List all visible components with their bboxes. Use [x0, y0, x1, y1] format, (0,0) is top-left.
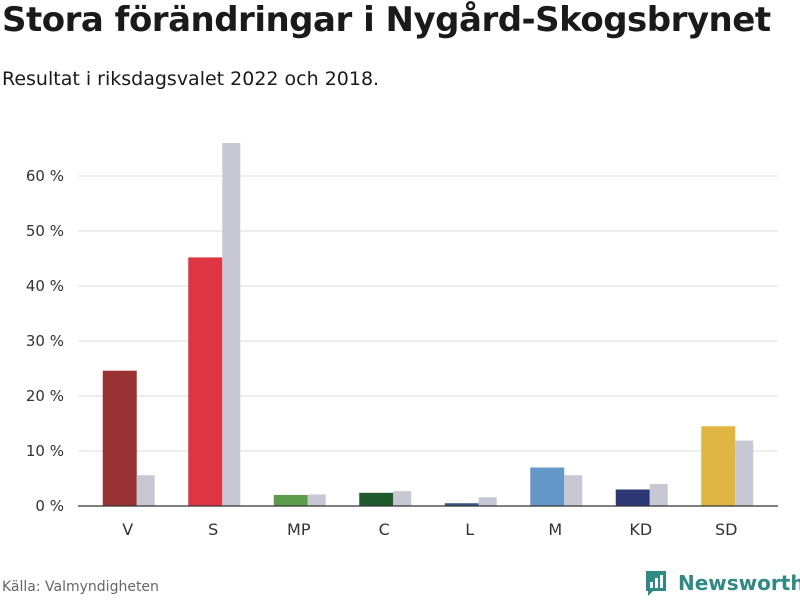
bar-2022-l — [444, 503, 479, 506]
x-category-label: KD — [629, 520, 652, 539]
bar-chart: 0 % 10 % 20 % 30 % 40 % 50 % 60 % V S MP C L M KD SD — [26, 143, 778, 539]
x-category-label: S — [208, 520, 218, 539]
bar-2022-sd — [701, 426, 736, 506]
bar-2018-kd — [649, 484, 668, 506]
brand-name: Newsworthy — [678, 571, 800, 595]
chart-subtitle: Resultat i riksdagsvalet 2022 och 2018. — [2, 68, 380, 90]
bars — [102, 143, 754, 506]
bar-2022-m — [530, 467, 565, 506]
bar-2022-v — [102, 370, 137, 506]
y-tick-label: 40 % — [26, 277, 64, 295]
y-tick-label: 30 % — [26, 332, 64, 350]
y-tick-label: 20 % — [26, 387, 64, 405]
bar-2018-mp — [307, 494, 326, 506]
bar-2022-mp — [273, 495, 308, 506]
y-tick-label: 0 % — [35, 497, 64, 515]
x-category-label: M — [548, 520, 562, 539]
y-tick-label: 60 % — [26, 167, 64, 185]
bar-2022-s — [188, 257, 223, 506]
x-category-label: C — [379, 520, 390, 539]
y-tick-label: 50 % — [26, 222, 64, 240]
bar-2022-c — [359, 492, 394, 506]
bar-2018-m — [564, 475, 583, 506]
newsworthy-logo-icon — [646, 571, 666, 596]
bar-2018-sd — [735, 440, 754, 506]
bar-2018-s — [222, 143, 241, 506]
bar-2018-l — [478, 497, 497, 506]
axis-labels: 0 % 10 % 20 % 30 % 40 % 50 % 60 % V S MP C L M KD SD — [26, 167, 738, 539]
x-category-label: MP — [287, 520, 311, 539]
x-category-label: L — [465, 520, 474, 539]
bar-2018-v — [136, 475, 155, 506]
x-category-label: SD — [715, 520, 737, 539]
gridlines — [78, 175, 778, 452]
bar-2022-kd — [615, 489, 650, 506]
x-category-label: V — [122, 520, 133, 539]
newsworthy-logo: Newsworthy — [644, 568, 800, 598]
chart-title: Stora förändringar i Nygård-Skogsbrynet — [2, 0, 771, 40]
y-tick-label: 10 % — [26, 442, 64, 460]
bar-2018-c — [393, 491, 412, 506]
source-note: Källa: Valmyndigheten — [2, 579, 159, 595]
